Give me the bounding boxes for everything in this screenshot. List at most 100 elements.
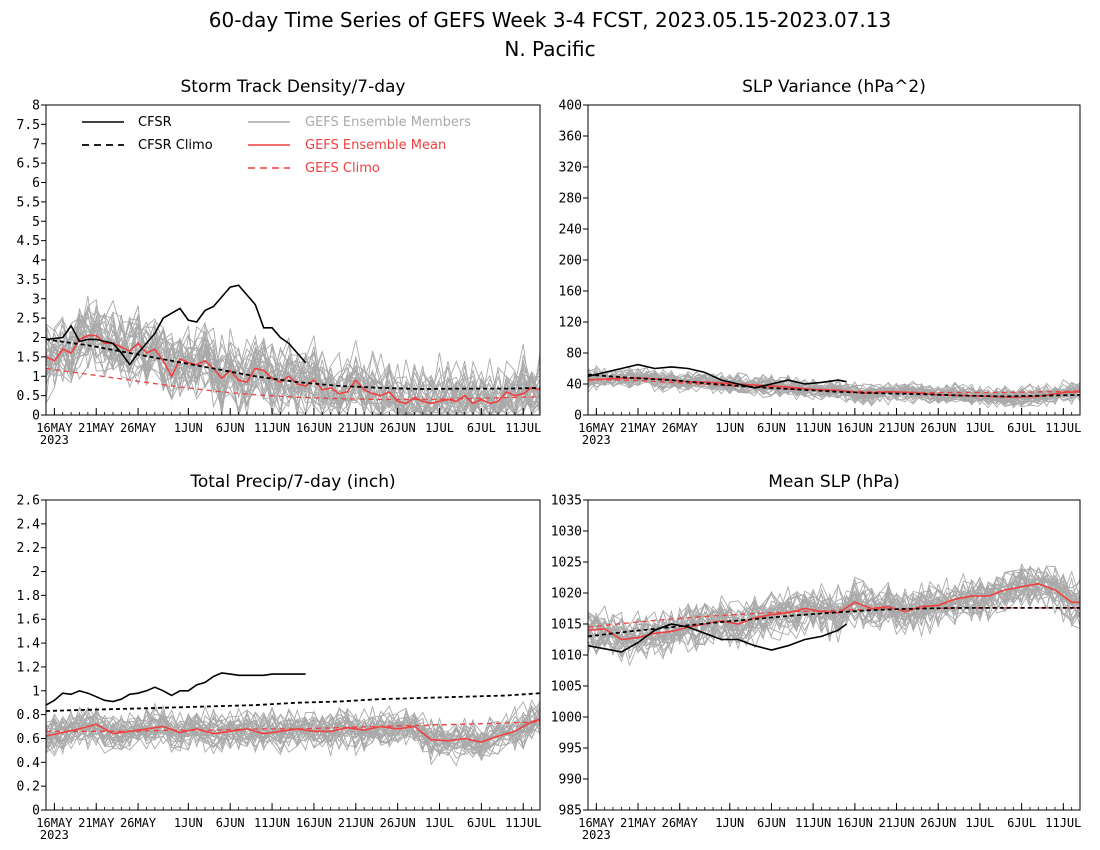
x-tick-label: 11JUL bbox=[505, 816, 541, 830]
ensemble-member-line bbox=[588, 583, 1080, 667]
x-year-label: 2023 bbox=[582, 433, 611, 447]
legend: CFSR CFSR Climo GEFS Ensemble Members GE… bbox=[82, 115, 471, 176]
x-tick-label: 6JUN bbox=[216, 816, 245, 830]
legend-label-cfsr-climo: CFSR Climo bbox=[138, 138, 213, 153]
y-tick-label: 1.6 bbox=[17, 613, 40, 628]
y-tick-label: 0.2 bbox=[17, 780, 40, 795]
x-tick-label: 11JUL bbox=[505, 421, 541, 435]
x-tick-label: 16MAY bbox=[36, 816, 73, 830]
cfsr-line bbox=[588, 623, 847, 653]
x-tick-label: 6JUN bbox=[757, 421, 786, 435]
y-tick-label: 2.2 bbox=[17, 541, 40, 556]
x-tick-label: 26MAY bbox=[662, 421, 699, 435]
ensemble-member-line bbox=[46, 296, 540, 415]
y-tick-label: 2 bbox=[32, 331, 40, 346]
y-tick-label: 400 bbox=[559, 99, 582, 114]
y-tick-label: 160 bbox=[559, 285, 582, 300]
x-tick-label: 1JUL bbox=[425, 816, 454, 830]
cfsr-climo-line bbox=[46, 692, 540, 712]
y-tick-label: 5 bbox=[32, 215, 40, 230]
y-tick-label: 0.5 bbox=[17, 389, 40, 404]
y-tick-label: 360 bbox=[559, 130, 582, 145]
y-tick-label: 7 bbox=[32, 137, 40, 152]
ensemble-member-line bbox=[588, 565, 1080, 658]
x-tick-label: 6JUN bbox=[757, 816, 786, 830]
x-year-label: 2023 bbox=[40, 828, 69, 842]
ensemble-member-line bbox=[46, 711, 540, 755]
y-tick-label: 1030 bbox=[551, 525, 582, 540]
x-tick-label: 26JUN bbox=[920, 816, 956, 830]
y-tick-label: 200 bbox=[559, 254, 582, 269]
x-tick-label: 26MAY bbox=[120, 421, 157, 435]
ensemble-member-line bbox=[588, 367, 1080, 406]
y-tick-label: 1 bbox=[32, 684, 40, 699]
x-tick-label: 11JUN bbox=[795, 421, 831, 435]
x-tick-label: 26JUN bbox=[380, 816, 416, 830]
ensemble-member-line bbox=[46, 706, 540, 752]
y-tick-label: 1000 bbox=[551, 711, 582, 726]
x-tick-label: 1JUL bbox=[965, 816, 994, 830]
x-tick-label: 1JUL bbox=[965, 421, 994, 435]
ensemble-member-line bbox=[46, 321, 540, 415]
y-tick-label: 995 bbox=[559, 742, 582, 757]
x-year-label: 2023 bbox=[40, 433, 69, 447]
y-tick-label: 985 bbox=[559, 804, 582, 819]
y-tick-label: 1.2 bbox=[17, 660, 40, 675]
ensemble-member-line bbox=[46, 705, 540, 758]
y-tick-label: 1015 bbox=[551, 618, 582, 633]
x-tick-label: 16JUN bbox=[296, 421, 332, 435]
y-tick-label: 240 bbox=[559, 223, 582, 238]
x-tick-label: 1JUN bbox=[174, 816, 203, 830]
y-tick-label: 2.5 bbox=[17, 312, 40, 327]
x-tick-label: 21JUN bbox=[338, 816, 374, 830]
ensemble-member-line bbox=[46, 314, 540, 415]
plot-area bbox=[46, 672, 540, 767]
x-tick-label: 6JUL bbox=[1007, 816, 1036, 830]
y-tick-label: 1010 bbox=[551, 649, 582, 664]
plot-frame bbox=[587, 499, 1081, 811]
y-tick-label: 1005 bbox=[551, 680, 582, 695]
y-tick-label: 5.5 bbox=[17, 195, 40, 210]
y-tick-label: 80 bbox=[566, 347, 582, 362]
x-tick-label: 6JUL bbox=[1007, 421, 1036, 435]
plot-frame bbox=[45, 499, 541, 811]
cfsr-line bbox=[588, 363, 847, 389]
panel-storm-track-density: Storm Track Density/7-day 0 0.5 1 1.5 2 2.5 3 3.… bbox=[17, 77, 542, 447]
ensemble-member-line bbox=[588, 565, 1080, 651]
y-tick-label: 320 bbox=[559, 161, 582, 176]
x-tick-label: 1JUN bbox=[715, 421, 744, 435]
x-tick-label: 16JUN bbox=[296, 816, 332, 830]
x-tick-label: 1JUN bbox=[715, 816, 744, 830]
y-tick-label: 0.8 bbox=[17, 708, 40, 723]
panel-slp-variance: SLP Variance (hPa^2) 0 40 80 120 160 200 240 280… bbox=[559, 77, 1082, 447]
ensemble-mean-line bbox=[46, 334, 540, 405]
y-tick-label: 0 bbox=[574, 409, 582, 424]
panel-title: Storm Track Density/7-day bbox=[181, 77, 406, 97]
panel-mean-slp: Mean SLP (hPa) 985 990 995 1000 1005 1010 1015 1… bbox=[551, 472, 1082, 842]
x-tick-label: 21JUN bbox=[878, 816, 914, 830]
ensemble-member-line bbox=[588, 565, 1080, 649]
y-tick-label: 1.4 bbox=[17, 637, 41, 652]
y-tick-label: 1035 bbox=[551, 494, 582, 509]
cfsr-line bbox=[46, 672, 306, 706]
y-tick-label: 1020 bbox=[551, 587, 582, 602]
y-tick-label: 0 bbox=[32, 409, 40, 424]
panel-title: Mean SLP (hPa) bbox=[768, 472, 900, 492]
cfsr-line bbox=[46, 284, 307, 366]
figure-subtitle: N. Pacific bbox=[504, 37, 595, 61]
y-tick-label: 2.4 bbox=[17, 517, 41, 532]
y-tick-label: 280 bbox=[559, 192, 582, 207]
x-tick-label: 1JUN bbox=[174, 421, 203, 435]
plot-area bbox=[588, 363, 1080, 409]
legend-label-cfsr: CFSR bbox=[138, 115, 172, 130]
panel-total-precip: Total Precip/7-day (inch)00.20.40.60.811… bbox=[17, 472, 542, 842]
y-tick-label: 3 bbox=[32, 292, 40, 307]
x-tick-label: 6JUL bbox=[467, 816, 496, 830]
plot-area bbox=[588, 562, 1080, 667]
x-tick-label: 21MAY bbox=[620, 421, 657, 435]
x-tick-label: 16MAY bbox=[578, 816, 615, 830]
x-tick-label: 11JUL bbox=[1045, 421, 1081, 435]
ensemble-mean-line bbox=[588, 582, 1080, 641]
x-tick-label: 26JUN bbox=[380, 421, 416, 435]
